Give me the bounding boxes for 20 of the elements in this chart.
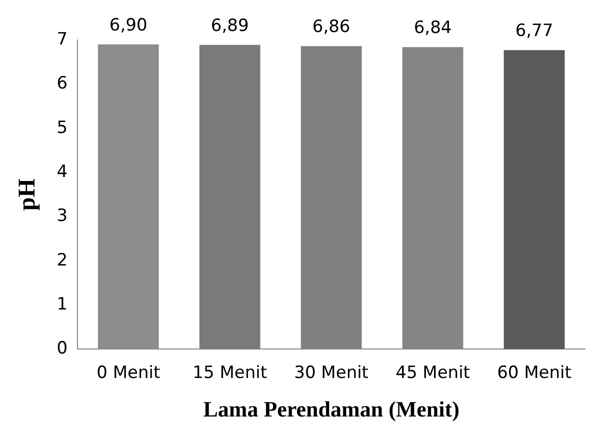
y-tick-label: 1: [56, 294, 68, 314]
x-tick-label: 45 Menit: [396, 362, 470, 383]
y-tick-label: 0: [56, 338, 68, 359]
y-tick-label: 2: [56, 250, 68, 270]
y-tick-label: 6: [56, 74, 68, 94]
data-label: 6,90: [109, 15, 148, 36]
y-tick-label: 3: [56, 206, 68, 226]
x-tick-label: 0 Menit: [96, 362, 160, 383]
x-tick-label: 60 Menit: [497, 362, 572, 383]
x-axis-title: Lama Perendaman (Menit): [203, 396, 460, 422]
y-tick-label: 5: [56, 118, 68, 138]
x-tick-label: 15 Menit: [192, 362, 268, 383]
y-tick-label: 4: [56, 162, 68, 182]
data-label: 6,84: [414, 18, 452, 38]
data-label: 6,89: [210, 16, 249, 36]
y-tick-label: 7: [56, 29, 68, 50]
y-axis-title: pH: [14, 178, 41, 211]
data-label: 6,86: [312, 17, 350, 38]
x-tick-label: 30 Menit: [294, 362, 369, 383]
data-label: 6,77: [515, 21, 554, 42]
